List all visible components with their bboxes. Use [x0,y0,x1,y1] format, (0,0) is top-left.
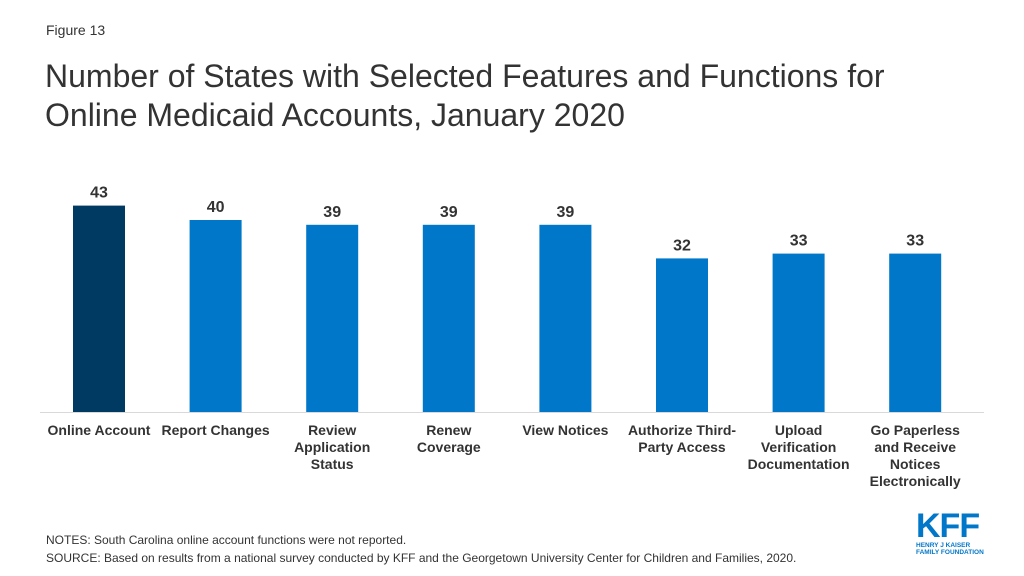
data-label: 40 [207,199,225,216]
bar [772,253,825,412]
category-label: Upload Verification Documentation [747,422,850,472]
data-label: 39 [323,204,341,221]
category-label: Review Application Status [294,422,371,472]
bar [306,224,359,412]
data-label: 43 [90,185,108,202]
source-text: SOURCE: Based on results from a national… [46,551,797,565]
category-label: Authorize Third- Party Access [627,422,737,455]
bar [73,205,125,412]
data-label: 39 [557,204,575,221]
category-label: Go Paperless and Receive Notices Electronic… [869,422,961,489]
bar [422,224,475,412]
category-label: Online Account [47,422,151,438]
data-label: 33 [790,233,808,250]
logo-line-2: FAMILY FOUNDATION [916,549,984,556]
bar [656,258,708,412]
data-label: 39 [440,204,458,221]
figure-label: Figure 13 [46,22,106,38]
kff-logo: KFF HENRY J KAISER FAMILY FOUNDATION [916,507,990,556]
chart-notes: NOTES: South Carolina online account fun… [46,531,796,567]
logo-line-1: HENRY J KAISER [916,542,971,549]
bar [189,220,242,412]
bar [539,224,592,412]
data-label: 32 [673,237,691,254]
category-label: Renew Coverage [416,422,481,455]
logo-wordmark: KFF [916,507,980,545]
bar [889,253,942,412]
notes-text: NOTES: South Carolina online account fun… [46,533,407,547]
category-label: Report Changes [161,422,270,438]
category-label: View Notices [522,422,609,438]
data-label: 33 [906,233,924,250]
chart-title: Number of States with Selected Features … [45,58,885,133]
